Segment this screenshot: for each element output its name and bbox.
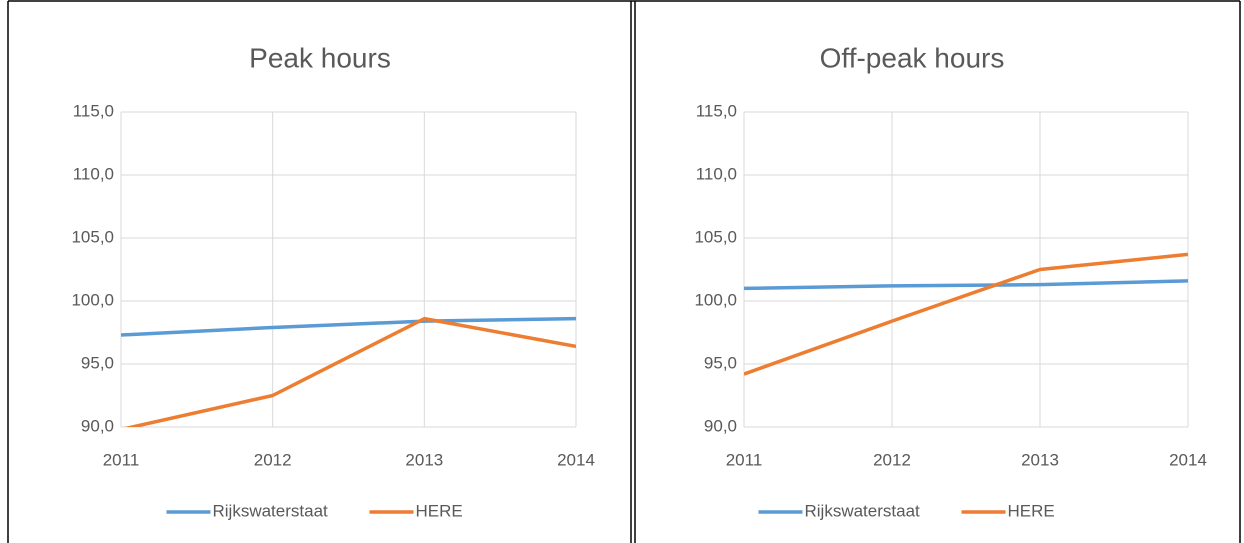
y-tick-label: 100,0 — [71, 290, 114, 309]
x-tick-label: 2014 — [557, 450, 595, 469]
y-tick-label: 100,0 — [694, 290, 737, 309]
plot-area — [121, 316, 576, 427]
y-tick-label: 90,0 — [81, 416, 114, 435]
legend-label: HERE — [1008, 501, 1055, 520]
legend-label: Rijkswaterstaat — [213, 501, 329, 520]
x-tick-label: 2012 — [254, 450, 292, 469]
x-tick-label: 2011 — [103, 450, 140, 469]
x-tick-label: 2013 — [405, 450, 443, 469]
x-tick-label: 2014 — [1169, 450, 1207, 469]
chart-title: Peak hours — [249, 42, 391, 73]
x-tick-label: 2012 — [873, 450, 911, 469]
y-tick-label: 110,0 — [696, 164, 737, 183]
y-tick-label: 115,0 — [696, 101, 737, 120]
series-line — [744, 279, 1188, 291]
legend-label: HERE — [416, 501, 463, 520]
series-line — [124, 316, 576, 427]
y-tick-label: 105,0 — [694, 227, 737, 246]
y-tick-label: 90,0 — [704, 416, 737, 435]
y-tick-label: 115,0 — [73, 101, 114, 120]
y-tick-label: 95,0 — [704, 353, 737, 372]
x-tick-label: 2011 — [726, 450, 763, 469]
series-line — [121, 316, 576, 337]
chart-title: Off-peak hours — [820, 42, 1005, 73]
x-tick-label: 2013 — [1021, 450, 1059, 469]
y-tick-label: 105,0 — [71, 227, 114, 246]
legend-label: Rijkswaterstaat — [805, 501, 921, 520]
y-tick-label: 95,0 — [81, 353, 114, 372]
plot-area — [744, 252, 1188, 376]
series-line — [744, 252, 1188, 376]
y-tick-label: 110,0 — [73, 164, 114, 183]
